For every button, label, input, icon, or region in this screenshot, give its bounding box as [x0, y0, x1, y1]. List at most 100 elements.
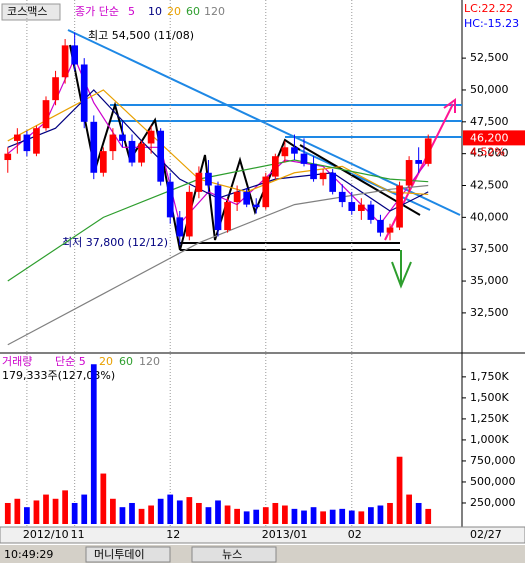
volume-bar	[81, 494, 88, 524]
x-tick-label: 2013/01	[262, 528, 308, 541]
down-arrow-head	[391, 261, 412, 289]
volume-bar	[196, 502, 202, 524]
moving-average	[7, 159, 429, 282]
candle-body	[147, 130, 155, 144]
volume-bar	[310, 507, 317, 524]
candle-body	[195, 172, 203, 192]
y-tick-label: 42,500	[470, 179, 509, 192]
volume-bar	[368, 507, 374, 524]
candle-body	[119, 134, 126, 141]
y-tick-label: 250,000	[470, 496, 516, 509]
volume-bar	[253, 509, 260, 524]
candle-body	[71, 45, 79, 65]
volume-bar	[14, 498, 21, 524]
candle-body	[319, 172, 327, 180]
candle-body	[329, 172, 337, 192]
candle-body	[367, 204, 375, 220]
candle-body	[281, 147, 289, 157]
legend-entry: 단순 5	[55, 355, 86, 368]
volume-bar	[215, 500, 221, 524]
volume-bar	[282, 505, 288, 524]
tab-label: 머니투데이	[94, 548, 145, 561]
moving-average	[7, 89, 429, 196]
volume-bar	[119, 507, 126, 524]
volume-bar	[425, 508, 432, 524]
y-tick-label: 50,000	[470, 83, 509, 96]
candle-body	[23, 134, 31, 152]
volume-bar	[396, 456, 403, 524]
legend-entry: 60	[119, 355, 133, 368]
last-price-box	[463, 130, 525, 146]
candle-body	[348, 202, 356, 211]
candle-body	[224, 202, 231, 231]
hc-label: HC:-15.23	[464, 17, 519, 30]
y-tick-label: 32,500	[470, 306, 509, 319]
y-tick-label: 35,000	[470, 274, 509, 287]
y-tick-label: 1,750K	[470, 370, 509, 383]
stock-name-box[interactable]	[1, 3, 61, 21]
volume-bar	[4, 502, 11, 524]
up-arrow-head	[443, 98, 456, 113]
legend-entry: 5	[128, 5, 135, 18]
candle-body	[176, 217, 184, 237]
legend-entry: 10	[148, 5, 162, 18]
y-tick-label: 1,500K	[470, 391, 509, 404]
candle-body	[243, 191, 251, 205]
volume-bar	[24, 507, 30, 524]
y-tick-label: 52,500	[470, 51, 509, 64]
y-tick-label: 45,000	[470, 147, 509, 160]
tab[interactable]	[85, 546, 171, 563]
volume-bar	[358, 511, 365, 524]
candle-body	[90, 121, 98, 173]
volume-bar	[377, 505, 384, 524]
current-date: 02/27	[470, 528, 502, 541]
volume-bar	[43, 494, 49, 524]
volume-bar	[176, 500, 183, 524]
volume-bar	[62, 490, 68, 524]
volume-bar	[406, 494, 412, 524]
volume-bar	[291, 508, 298, 524]
volume-bar	[415, 502, 422, 524]
volume-bar	[138, 508, 145, 524]
last-change: 4.52%	[470, 145, 505, 158]
candle-body	[262, 176, 270, 208]
volume-bar	[205, 507, 212, 524]
candle-body	[128, 140, 136, 163]
y-tick-label: 1,000K	[470, 433, 509, 446]
volume-bar	[224, 505, 231, 524]
candle-body	[386, 227, 394, 233]
candle-body	[357, 204, 365, 211]
volume-bar	[272, 502, 279, 524]
tab[interactable]	[191, 546, 277, 563]
x-tick-label: 2012/10	[23, 528, 69, 541]
last-price: 46,200	[470, 131, 509, 144]
legend-entry: 20	[99, 355, 113, 368]
volume-bar	[52, 498, 59, 524]
high-note: 최고 54,500 (11/08)	[88, 29, 194, 42]
candle-body	[166, 181, 174, 218]
ma-legend-prefix: 종가 단순	[75, 5, 119, 18]
candle-body	[157, 130, 165, 182]
lc-label: LC:22.22	[464, 2, 513, 15]
y-tick-label: 1,250K	[470, 412, 509, 425]
candle-body	[415, 160, 423, 164]
trend-line	[67, 29, 461, 216]
volume-bar	[320, 511, 326, 524]
y-tick-label: 37,500	[470, 242, 509, 255]
x-tick-label: 12	[166, 528, 180, 541]
volume-bar	[148, 505, 154, 524]
candle-body	[252, 204, 260, 208]
candle-body	[33, 128, 40, 154]
stock-name: 코스맥스	[7, 5, 47, 18]
candle-body	[214, 185, 222, 231]
volume-bar	[234, 508, 240, 524]
candle-body	[138, 143, 145, 163]
candle-body	[109, 134, 117, 152]
volume-bar	[387, 502, 393, 524]
candle-body	[4, 153, 12, 161]
legend-entry: 20	[167, 5, 181, 18]
candle-body	[300, 153, 308, 164]
candle-body	[338, 191, 346, 203]
candle-body	[405, 160, 413, 186]
legend-entry: 120	[139, 355, 160, 368]
